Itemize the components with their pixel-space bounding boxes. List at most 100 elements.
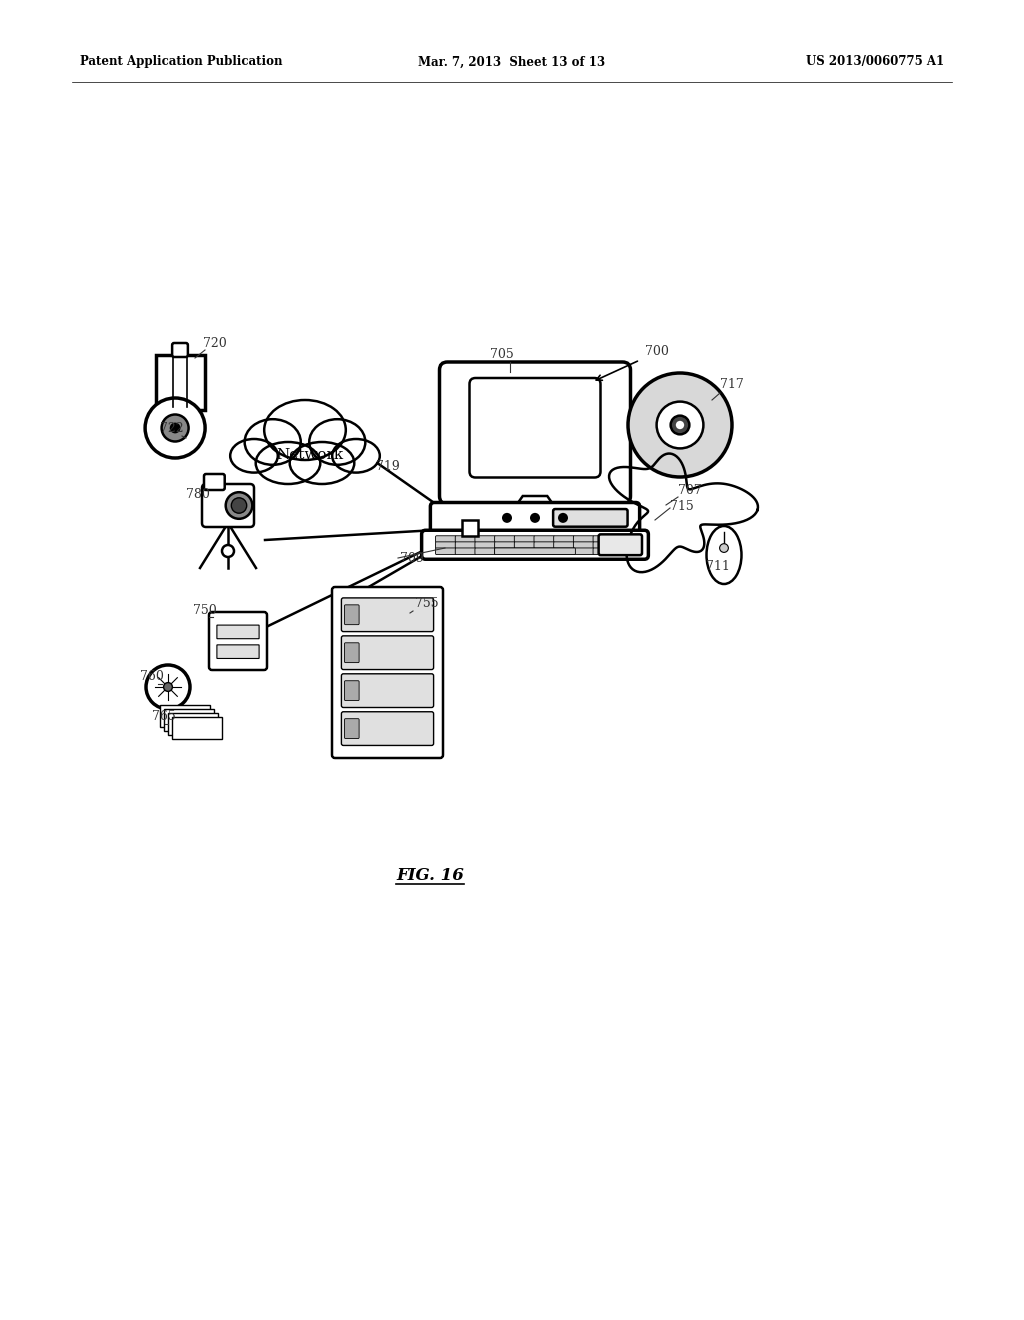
Circle shape xyxy=(146,665,190,709)
Ellipse shape xyxy=(332,440,380,473)
Circle shape xyxy=(656,401,703,449)
FancyBboxPatch shape xyxy=(495,536,515,543)
FancyBboxPatch shape xyxy=(534,536,555,543)
Circle shape xyxy=(145,399,205,458)
Circle shape xyxy=(225,492,252,519)
Text: 750: 750 xyxy=(193,605,217,616)
Circle shape xyxy=(162,414,188,441)
Ellipse shape xyxy=(230,440,278,473)
FancyBboxPatch shape xyxy=(168,713,218,735)
FancyBboxPatch shape xyxy=(534,541,555,549)
FancyBboxPatch shape xyxy=(344,605,359,624)
Circle shape xyxy=(676,421,684,429)
Circle shape xyxy=(502,513,512,523)
Text: US 2013/0060775 A1: US 2013/0060775 A1 xyxy=(806,55,944,69)
FancyBboxPatch shape xyxy=(573,536,594,543)
Ellipse shape xyxy=(256,442,321,484)
Text: 765: 765 xyxy=(152,710,176,723)
Text: FIG. 16: FIG. 16 xyxy=(396,866,464,883)
FancyBboxPatch shape xyxy=(514,536,535,543)
Ellipse shape xyxy=(264,400,346,459)
Polygon shape xyxy=(609,454,758,572)
Circle shape xyxy=(231,498,247,513)
FancyBboxPatch shape xyxy=(554,541,574,549)
FancyBboxPatch shape xyxy=(599,535,642,556)
FancyBboxPatch shape xyxy=(341,673,433,708)
FancyBboxPatch shape xyxy=(160,705,210,727)
FancyBboxPatch shape xyxy=(475,548,496,554)
Circle shape xyxy=(628,374,732,477)
Text: 760: 760 xyxy=(140,671,164,682)
FancyBboxPatch shape xyxy=(341,598,433,631)
FancyBboxPatch shape xyxy=(554,548,574,554)
FancyBboxPatch shape xyxy=(341,711,433,746)
FancyBboxPatch shape xyxy=(612,548,633,554)
FancyBboxPatch shape xyxy=(172,717,222,739)
Text: 711: 711 xyxy=(706,560,730,573)
Ellipse shape xyxy=(245,420,301,465)
FancyBboxPatch shape xyxy=(217,645,259,659)
Ellipse shape xyxy=(309,420,366,465)
FancyBboxPatch shape xyxy=(430,503,640,533)
FancyBboxPatch shape xyxy=(217,626,259,639)
Text: 755: 755 xyxy=(415,597,438,610)
FancyBboxPatch shape xyxy=(593,548,613,554)
FancyBboxPatch shape xyxy=(612,541,633,549)
Text: Network: Network xyxy=(276,447,344,462)
FancyBboxPatch shape xyxy=(209,612,267,671)
FancyBboxPatch shape xyxy=(435,548,456,554)
FancyBboxPatch shape xyxy=(202,484,254,527)
FancyBboxPatch shape xyxy=(344,718,359,738)
FancyBboxPatch shape xyxy=(156,355,205,411)
FancyBboxPatch shape xyxy=(439,362,631,504)
Text: 717: 717 xyxy=(720,378,743,391)
FancyBboxPatch shape xyxy=(172,343,187,356)
Ellipse shape xyxy=(290,442,354,484)
Circle shape xyxy=(222,545,234,557)
FancyBboxPatch shape xyxy=(593,536,613,543)
Text: Mar. 7, 2013  Sheet 13 of 13: Mar. 7, 2013 Sheet 13 of 13 xyxy=(419,55,605,69)
FancyBboxPatch shape xyxy=(344,681,359,701)
FancyBboxPatch shape xyxy=(573,548,594,554)
Circle shape xyxy=(164,682,172,692)
FancyBboxPatch shape xyxy=(462,520,478,536)
FancyBboxPatch shape xyxy=(514,548,535,554)
Circle shape xyxy=(530,513,540,523)
FancyBboxPatch shape xyxy=(469,378,600,478)
Text: 707: 707 xyxy=(678,484,701,498)
FancyBboxPatch shape xyxy=(495,541,515,549)
Circle shape xyxy=(671,416,689,434)
FancyBboxPatch shape xyxy=(554,536,574,543)
FancyBboxPatch shape xyxy=(456,536,476,543)
FancyBboxPatch shape xyxy=(553,510,628,527)
FancyBboxPatch shape xyxy=(612,536,633,543)
FancyBboxPatch shape xyxy=(456,548,476,554)
Text: 722: 722 xyxy=(160,422,183,436)
Text: Patent Application Publication: Patent Application Publication xyxy=(80,55,283,69)
Ellipse shape xyxy=(707,525,741,583)
Circle shape xyxy=(170,422,180,433)
FancyBboxPatch shape xyxy=(456,541,476,549)
Text: 705: 705 xyxy=(490,348,514,360)
FancyBboxPatch shape xyxy=(475,536,496,543)
FancyBboxPatch shape xyxy=(475,541,496,549)
Polygon shape xyxy=(515,496,555,507)
Text: 709: 709 xyxy=(400,552,424,565)
FancyBboxPatch shape xyxy=(573,541,594,549)
FancyBboxPatch shape xyxy=(514,541,535,549)
FancyBboxPatch shape xyxy=(204,474,224,490)
FancyBboxPatch shape xyxy=(341,636,433,669)
Circle shape xyxy=(558,513,568,523)
Text: 719: 719 xyxy=(376,459,399,473)
Text: 700: 700 xyxy=(645,345,669,358)
FancyBboxPatch shape xyxy=(332,587,443,758)
FancyBboxPatch shape xyxy=(344,643,359,663)
FancyBboxPatch shape xyxy=(422,531,648,560)
FancyBboxPatch shape xyxy=(435,541,456,549)
FancyBboxPatch shape xyxy=(593,541,613,549)
FancyBboxPatch shape xyxy=(495,548,575,554)
Text: 780: 780 xyxy=(186,488,210,502)
FancyBboxPatch shape xyxy=(495,548,515,554)
FancyBboxPatch shape xyxy=(435,536,456,543)
FancyBboxPatch shape xyxy=(164,709,214,731)
